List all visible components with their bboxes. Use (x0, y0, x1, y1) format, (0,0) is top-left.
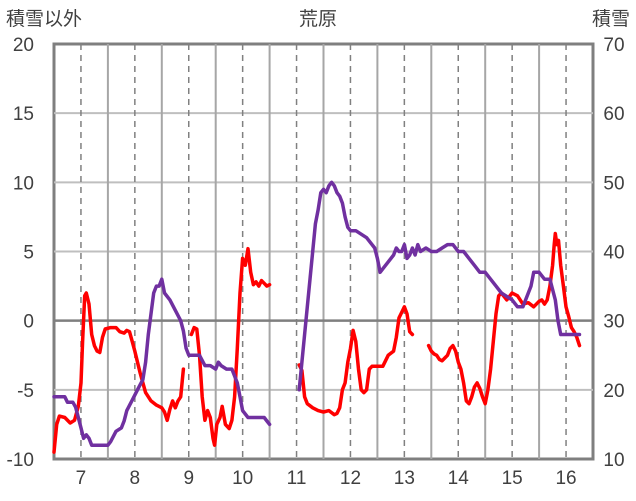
series-line-1 (52, 291, 186, 454)
series-line-2 (297, 180, 582, 392)
x-tick-label: 8 (130, 468, 141, 489)
x-tick-label: 10 (232, 468, 253, 489)
y-right-tick-label: 60 (603, 104, 624, 125)
y-left-tick-label: -10 (7, 450, 34, 471)
x-tick-label: 14 (448, 468, 470, 489)
series-line-1 (297, 305, 415, 417)
y-right-tick-label: 30 (603, 312, 624, 333)
y-right-tick-label: 70 (603, 35, 624, 56)
y-right-tick-label: 20 (603, 381, 624, 402)
y-left-tick-label: 20 (13, 35, 34, 56)
x-tick-label: 7 (76, 468, 87, 489)
y-right-tick-label: 40 (603, 243, 624, 264)
y-right-tick-label: 10 (603, 450, 624, 471)
x-tick-label: 9 (183, 468, 194, 489)
y-right-tick-label: 50 (603, 173, 624, 194)
x-tick-label: 15 (502, 468, 523, 489)
chart-title: 荒原 (299, 8, 337, 30)
series-layer (52, 180, 582, 454)
x-tick-label: 16 (555, 468, 576, 489)
y-left-tick-label: -5 (17, 381, 34, 402)
grid (54, 44, 593, 459)
y-right-axis-label: 積雪 (592, 8, 630, 30)
y-left-tick-label: 10 (13, 173, 34, 194)
x-tick-label: 13 (394, 468, 415, 489)
y-left-axis-label: 積雪以外 (6, 8, 82, 30)
series-line-2 (52, 277, 272, 447)
y-left-tick-label: 15 (13, 104, 34, 125)
series-line-1 (189, 246, 272, 447)
series-line-1 (426, 231, 582, 406)
y-left-tick-label: 5 (23, 243, 34, 264)
y-left-tick-label: 0 (23, 312, 34, 333)
x-tick-label: 12 (340, 468, 361, 489)
x-tick-label: 11 (287, 468, 307, 489)
